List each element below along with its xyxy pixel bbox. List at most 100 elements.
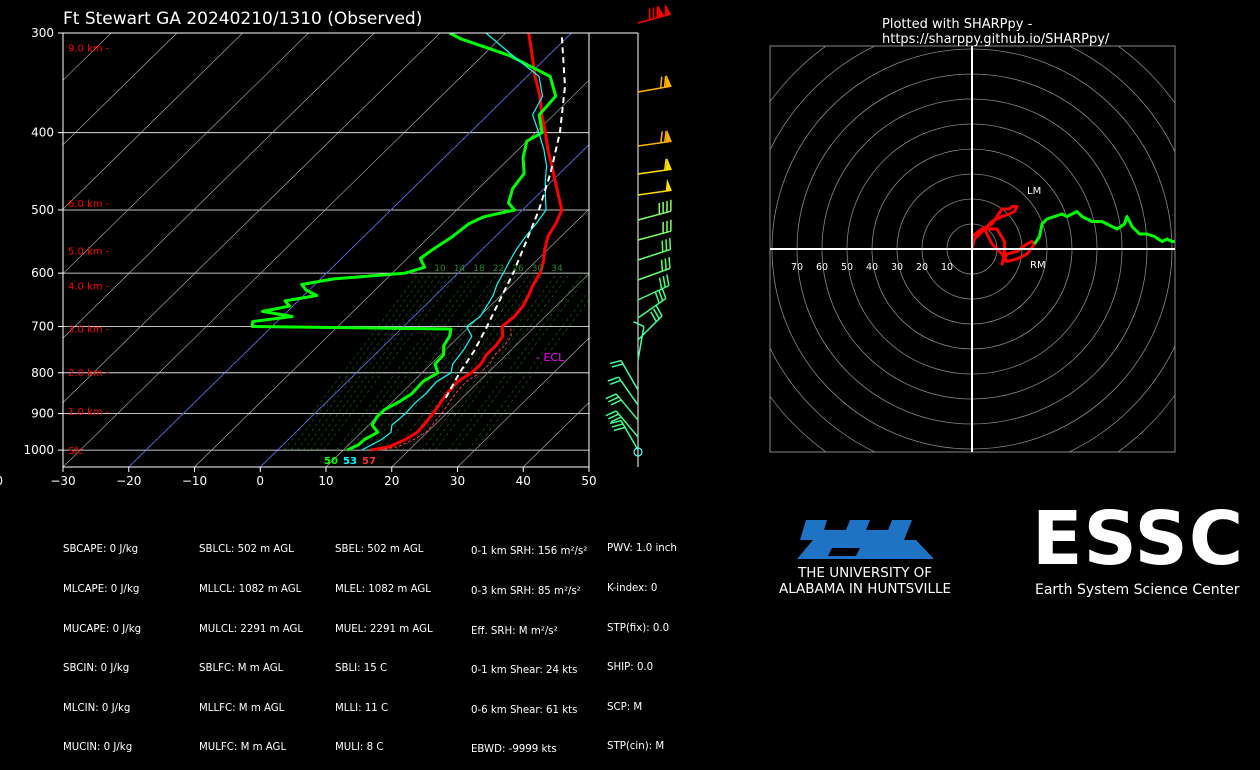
wind-barb-feather <box>658 277 663 290</box>
mixing-ratio-line <box>283 272 420 451</box>
mixing-ratio-line <box>369 272 505 451</box>
hodograph-trace <box>970 205 1036 266</box>
wind-barb-feather <box>648 8 651 20</box>
wind-barb <box>637 74 672 93</box>
ecl-label: - ECL <box>536 351 565 364</box>
wind-barb-staff <box>637 210 672 221</box>
wind-barb-feather <box>669 238 672 250</box>
wind-barbs <box>605 3 672 457</box>
wind-barb-feather <box>662 201 664 214</box>
eff-srh-value: Eff. SRH: M m²/s² <box>471 625 558 637</box>
wind-barb-feather <box>613 426 626 432</box>
stp-fix-value: STP(fix): 0.0 <box>607 622 670 634</box>
mixing-ratio-line <box>362 272 499 451</box>
mixing-ratio-line <box>316 272 452 451</box>
wind-barb-staff <box>637 267 671 281</box>
wind-barb-feather <box>659 76 663 89</box>
wind-barb-flag <box>658 5 665 18</box>
wind-barb-feather <box>652 308 660 320</box>
uah-line-1: THE UNIVERSITY OF <box>797 565 933 581</box>
wind-barb-feather <box>666 220 668 233</box>
wind-barb-feather <box>610 416 622 423</box>
mlel-value: MLEL: 1082 m AGL <box>335 584 431 595</box>
wind-barb-staff <box>615 410 639 438</box>
sbli-value: SBLI: 15 C <box>335 663 388 675</box>
right-mover-label: RM <box>1030 260 1046 271</box>
mixing-ratio-line <box>310 272 446 451</box>
isotherm-line <box>63 33 441 403</box>
clipped-temp-tick-label: 40 <box>0 474 3 488</box>
mixing-ratio-label: 30 <box>532 264 544 274</box>
wind-barb-feather <box>663 158 667 171</box>
mixing-ratio-line <box>290 272 426 451</box>
hodograph-trace <box>1033 210 1175 245</box>
ebwd-value: EBWD: -9999 kts <box>471 744 557 756</box>
wind-barb-staff <box>637 189 672 196</box>
isotherm-line <box>63 33 243 210</box>
muel-value: MUEL: 2291 m AGL <box>335 623 433 635</box>
ship-value: SHIP: 0.0 <box>607 662 654 674</box>
isotherm-line <box>391 273 589 467</box>
mixing-ratio-line <box>349 272 485 451</box>
hodograph-ring-label: 10 <box>941 262 953 273</box>
temp-tick-label: 10 <box>318 474 333 488</box>
wind-barb-staff <box>637 326 645 361</box>
skewt-traces <box>250 33 566 452</box>
wind-barb-flag <box>665 74 672 88</box>
wind-barb-staff <box>637 248 671 261</box>
freezing-isotherm-line <box>128 33 572 467</box>
wind-barb <box>637 274 670 301</box>
essc-logo: ESSC <box>1032 496 1245 582</box>
wetbulb-trace <box>361 33 548 451</box>
wind-barb-feather <box>608 396 620 403</box>
wind-barb-feather <box>661 287 667 299</box>
surface-temperature-value: 57 <box>362 456 376 467</box>
height-label: 9.0 km - <box>68 44 110 55</box>
mulfc-value: MULFC: M m AGL <box>199 742 287 754</box>
pressure-tick-label: 500 <box>31 203 54 217</box>
pressure-tick-label: 400 <box>31 126 54 140</box>
isotherm-line <box>457 337 589 467</box>
wind-barb-feather <box>658 202 661 215</box>
wind-barb-feather <box>661 240 664 253</box>
mixing-ratio-label: 26 <box>512 264 524 274</box>
temp-tick-label: 0 <box>256 474 264 488</box>
wind-barb-staff <box>615 393 639 421</box>
isotherm-line <box>260 144 589 467</box>
mulcl-value: MULCL: 2291 m AGL <box>199 623 304 635</box>
mixing-ratio-label: 22 <box>493 264 504 274</box>
wind-barb <box>637 3 672 24</box>
height-label: 4.0 km - <box>68 282 110 293</box>
mixing-ratio-line <box>336 272 472 451</box>
stp-cin-value: STP(cin): M <box>607 741 665 753</box>
mixing-ratio-line <box>382 272 518 451</box>
mixing-ratio-label: 10 <box>434 264 446 274</box>
srh-01-value: 0-1 km SRH: 156 m²/s² <box>471 546 588 558</box>
pressure-tick-label: 900 <box>31 407 54 421</box>
wind-barb-staff <box>637 168 672 175</box>
mixing-ratio-label: 14 <box>454 264 466 274</box>
hodograph-ring-labels: 70 60 50 40 30 20 10 <box>791 262 953 273</box>
temp-tick-label: −30 <box>50 474 75 488</box>
mixing-ratio-line <box>296 272 433 451</box>
parcel-trace <box>444 33 566 399</box>
mucin-value: MUCIN: 0 J/kg <box>63 742 133 754</box>
wind-barb-staff <box>620 360 639 391</box>
srh-03-value: 0-3 km SRH: 85 m²/s² <box>471 586 581 597</box>
temp-tick-label: −20 <box>116 474 141 488</box>
hodograph-ring-label: 60 <box>816 262 828 273</box>
wind-barb <box>609 359 639 391</box>
mixing-ratio-line <box>474 299 589 451</box>
wind-barb-flag <box>665 129 672 143</box>
pressure-tick-label: 700 <box>31 320 54 334</box>
wind-barb-feather <box>670 219 672 232</box>
mixing-ratio-line <box>448 272 584 451</box>
wind-barb-feather <box>609 419 622 425</box>
wind-barb-staff <box>637 297 667 319</box>
wind-barb <box>637 238 672 261</box>
height-label: 1.0 km - <box>68 407 110 418</box>
isotherm-line <box>63 33 375 339</box>
mixing-ratio-line <box>428 272 564 451</box>
mllfc-value: MLLFC: M m AGL <box>199 702 285 714</box>
